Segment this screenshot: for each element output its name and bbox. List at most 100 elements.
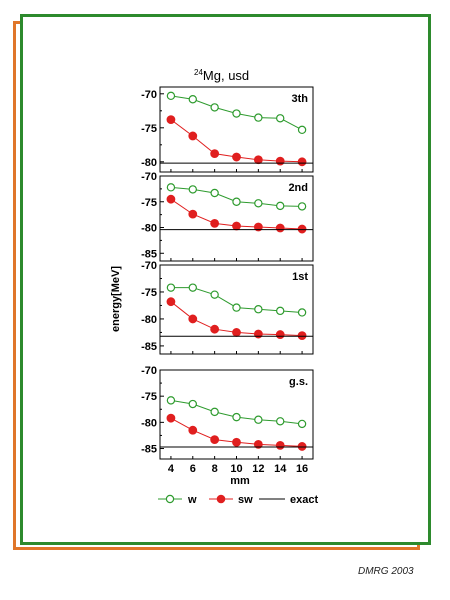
y-tick-label: -80 [141, 314, 157, 326]
w-point [232, 197, 241, 206]
sw-point [253, 439, 263, 449]
panel-label: 3th [292, 93, 309, 105]
w-point [188, 283, 197, 292]
x-axis-label: mm [230, 475, 250, 487]
y-tick-label: -75 [141, 123, 157, 135]
y-tick-label: -70 [141, 365, 157, 377]
w-point [210, 290, 219, 299]
inner-green-frame [20, 14, 431, 545]
y-tick-label: -80 [141, 157, 157, 169]
sw-point [166, 194, 176, 204]
w-point [254, 113, 263, 122]
title-superscript: 24 [194, 68, 203, 77]
sw-point [210, 149, 220, 159]
sw-point [188, 314, 198, 324]
w-point [297, 125, 307, 135]
credit-text: DMRG 2003 [358, 566, 414, 577]
sw-point [297, 331, 307, 341]
y-tick-label: -70 [141, 89, 157, 101]
sw-point [253, 155, 263, 165]
sw-point [210, 435, 220, 445]
legend: w sw exact [158, 494, 318, 506]
sw-point [297, 442, 307, 451]
chart-title: 24Mg, usd [194, 68, 249, 83]
panel-2: -70 -75 -80 -85 1st [141, 260, 314, 355]
w-point [166, 283, 176, 292]
sw-point [297, 224, 307, 234]
w-point [210, 188, 219, 198]
sw-point [188, 209, 198, 219]
sw-point [188, 131, 198, 141]
w-point [188, 185, 197, 194]
w-point [232, 109, 241, 118]
sw-point [275, 156, 285, 166]
y-tick-label: -75 [141, 287, 157, 299]
w-point [254, 305, 263, 314]
sw-point [166, 413, 176, 423]
sw-point [166, 297, 176, 307]
sw-point [232, 437, 241, 447]
y-tick-label: -70 [141, 260, 157, 272]
sw-point [253, 222, 263, 232]
w-point [297, 419, 307, 429]
w-point [166, 91, 176, 101]
w-point [188, 399, 197, 409]
x-tick-label: 6 [190, 463, 196, 475]
x-tick-label: 10 [230, 463, 242, 475]
y-tick-label: -80 [141, 417, 157, 429]
w-point [232, 412, 241, 422]
legend-sw-marker [216, 494, 226, 504]
y-axis-label: energy[MeV] [110, 266, 122, 332]
x-tick-label: 14 [274, 463, 287, 475]
legend-exact-label: exact [290, 494, 318, 506]
x-tick-label: 16 [296, 463, 308, 475]
sw-point [275, 330, 285, 339]
y-tick-label: -85 [141, 248, 157, 260]
legend-w-marker [165, 494, 175, 504]
x-tick-label: 12 [252, 463, 264, 475]
w-point [276, 417, 285, 426]
w-point [254, 199, 263, 208]
panel-label: 1st [292, 271, 308, 283]
sw-point [232, 152, 241, 162]
w-point [188, 95, 197, 104]
sw-point [253, 329, 263, 339]
w-point [254, 415, 263, 424]
y-tick-label: -70 [141, 171, 157, 183]
w-point [276, 306, 285, 316]
y-tick-label: -85 [141, 444, 157, 456]
w-point [297, 308, 307, 317]
sw-point [232, 328, 241, 337]
w-point [276, 201, 285, 211]
panel-0: -70 -75 -80 3th [141, 86, 314, 173]
y-tick-label: -85 [141, 341, 157, 353]
panel-label: 2nd [288, 182, 308, 194]
legend-sw-label: sw [238, 494, 253, 506]
legend-w-label: w [187, 494, 197, 506]
w-point [232, 303, 241, 312]
w-point [166, 396, 176, 405]
sw-point [297, 157, 307, 167]
sw-point [210, 218, 220, 228]
panel-1: -70 -75 -80 -85 2nd [141, 171, 314, 262]
w-point [210, 103, 219, 112]
w-point [166, 183, 176, 192]
y-tick-label: -75 [141, 197, 157, 209]
sw-point [275, 223, 285, 233]
w-point [210, 407, 219, 417]
sw-point [275, 440, 285, 450]
panel-label: g.s. [289, 376, 308, 388]
x-tick-label: 8 [212, 463, 218, 475]
w-point [276, 114, 285, 123]
panel-3: -70 -75 -80 -85 g.s. 4 6 8 10 12 14 16 [141, 365, 314, 475]
sw-point [166, 115, 176, 125]
title-text: Mg, usd [203, 68, 249, 83]
sw-point [210, 324, 220, 334]
sw-point [232, 221, 241, 231]
y-tick-label: -75 [141, 391, 157, 403]
x-tick-label: 4 [168, 463, 175, 475]
w-point [297, 202, 307, 211]
sw-point [188, 425, 198, 435]
y-tick-label: -80 [141, 223, 157, 235]
